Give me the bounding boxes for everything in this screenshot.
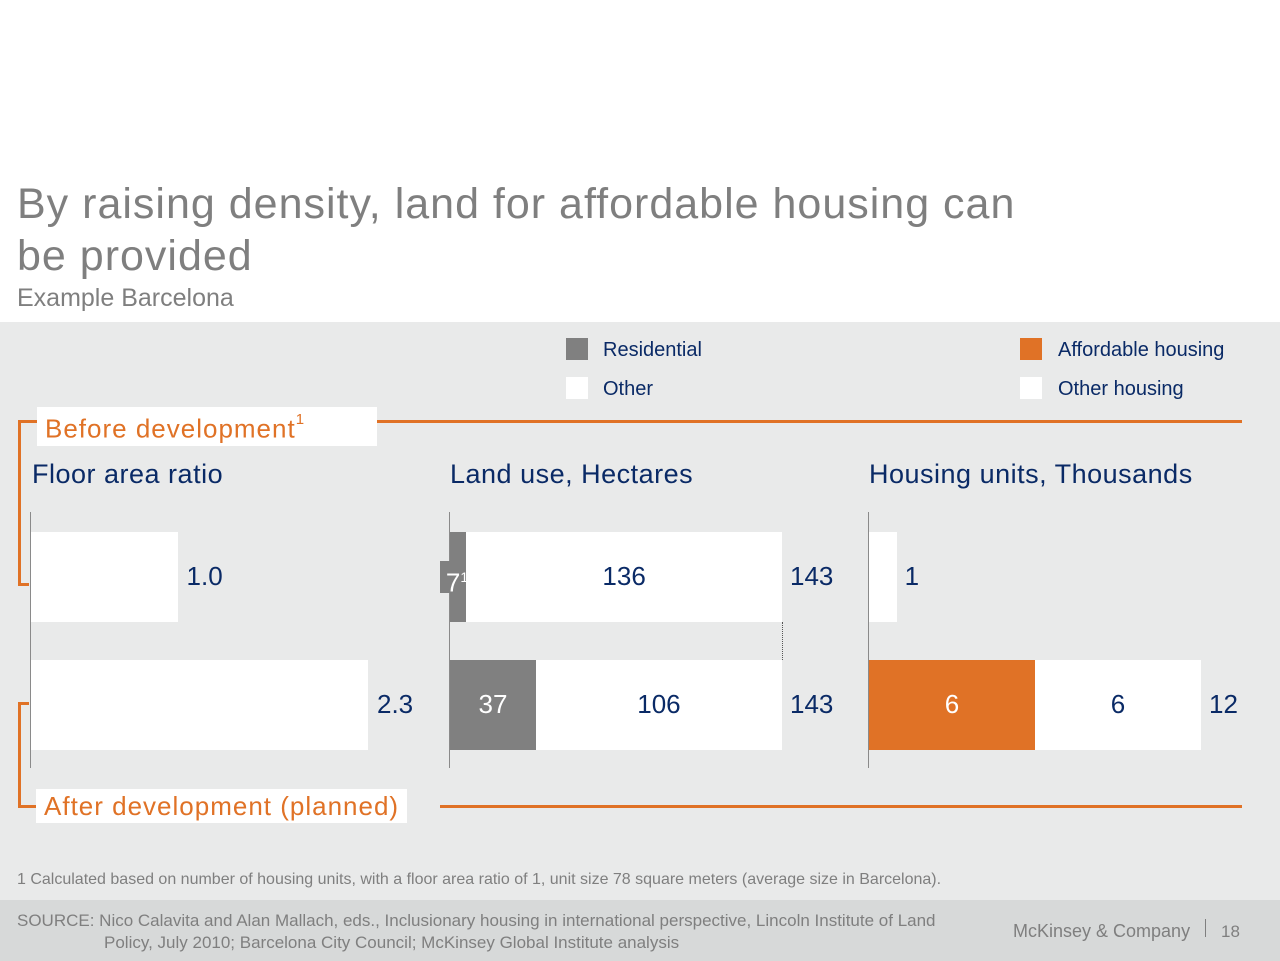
after-development-text: After development (planned) <box>44 791 400 821</box>
page-title: By raising density, land for affordable … <box>17 180 1016 280</box>
legend-swatch-affordable <box>1020 338 1042 360</box>
bar-segment <box>869 660 1035 750</box>
data-label: 6 <box>944 689 960 719</box>
before-development-label: Before development1 <box>37 407 377 446</box>
chart-housing-units: 1 6 6 12 <box>868 512 1268 768</box>
after-development-label: After development (planned) <box>36 789 408 823</box>
chart-title-floor-area-ratio: Floor area ratio <box>32 459 224 489</box>
after-bracket-tick <box>18 702 29 705</box>
bar <box>31 660 368 750</box>
chart-floor-area-ratio: 1.0 2.3 <box>30 512 430 768</box>
before-bracket-top <box>377 420 1242 423</box>
chart-axis <box>868 512 869 768</box>
legend-label-affordable: Affordable housing <box>1058 339 1225 361</box>
bar <box>31 532 178 622</box>
data-label: 1.0 <box>186 561 223 591</box>
source-note: SOURCE: Nico Calavita and Alan Mallach, … <box>17 910 936 954</box>
after-bracket-bottom <box>440 805 1242 808</box>
bar-segment <box>535 660 782 750</box>
total-label: 143 <box>790 689 834 719</box>
connector-line <box>782 622 783 660</box>
total-label: 1 <box>904 561 920 591</box>
source-line-2: Policy, July 2010; Barcelona City Counci… <box>104 933 680 952</box>
legend-label-other: Other <box>603 378 654 400</box>
legend-label-other-housing: Other housing <box>1058 378 1184 400</box>
data-label: 136 <box>602 561 646 591</box>
brand-name: McKinsey & Company <box>1013 921 1191 941</box>
data-label-footnote-mark: 1 <box>460 569 469 585</box>
before-bracket-tick <box>18 583 29 586</box>
after-bracket-bottomleft <box>18 805 38 808</box>
after-bracket-vertical <box>18 702 21 808</box>
bar-segment <box>466 532 782 622</box>
data-label-value: 7 <box>445 567 461 598</box>
before-bracket-vertical <box>18 420 21 586</box>
data-label: 2.3 <box>377 689 414 719</box>
data-label: 6 <box>1110 689 1126 719</box>
legend-label-residential: Residential <box>603 339 702 361</box>
chart-land-use: 71 136 143 37 106 143 <box>440 512 849 768</box>
legend-swatch-other-housing <box>1020 377 1042 399</box>
chart-axis <box>449 512 450 768</box>
chart-title-housing-units: Housing units, Thousands <box>869 459 1193 489</box>
footnote: 1 Calculated based on number of housing … <box>17 871 942 888</box>
bar-segment <box>869 532 897 622</box>
chart-title-land-use: Land use, Hectares <box>450 459 694 489</box>
before-development-text: Before development <box>45 413 296 444</box>
page-subtitle: Example Barcelona <box>17 284 234 312</box>
data-label: 37 <box>478 689 508 719</box>
total-label: 143 <box>790 561 834 591</box>
page-number: 18 <box>1221 922 1240 941</box>
footer-bar <box>0 900 1280 961</box>
chart-axis <box>30 512 31 768</box>
before-bracket-topleft <box>18 420 38 423</box>
data-label: 106 <box>637 689 681 719</box>
before-development-footnote-mark: 1 <box>295 411 306 428</box>
source-line-1: SOURCE: Nico Calavita and Alan Mallach, … <box>17 911 936 930</box>
page-separator <box>1205 919 1206 937</box>
bar-segment <box>1035 660 1201 750</box>
total-label: 12 <box>1209 689 1238 719</box>
legend-swatch-residential <box>566 338 588 360</box>
legend-swatch-other <box>566 377 588 399</box>
bar-segment <box>450 660 536 750</box>
